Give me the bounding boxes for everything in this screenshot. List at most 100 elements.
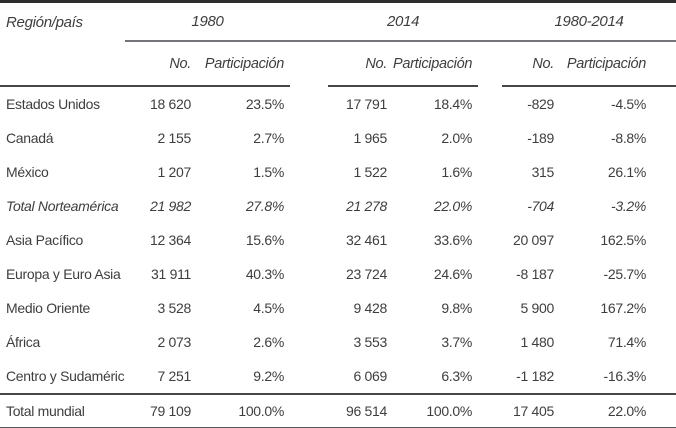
table-row-subtotal: Total Norteamérica 21 982 27.8% 21 278 2…	[0, 189, 676, 223]
value-cell: 1 207	[157, 164, 191, 180]
value-cell: 1 965	[353, 130, 388, 146]
subheader-share-1980-2014: Participación	[560, 41, 676, 87]
value-cell: 18 620	[149, 96, 191, 112]
column-gap	[290, 121, 328, 155]
column-gap	[478, 155, 502, 189]
value-cell: 26.1%	[607, 164, 647, 180]
value-cell: 1 522	[353, 164, 388, 180]
table-row: Asia Pacífico 12 364 15.6% 32 461 33.6% …	[0, 223, 676, 257]
region-cell: Total mundial	[0, 393, 125, 428]
value-cell: 315	[531, 164, 555, 180]
year-header-1980: 1980	[125, 1, 291, 42]
column-gap	[478, 41, 502, 86]
column-gap	[290, 223, 328, 257]
value-cell: 31 911	[151, 266, 191, 282]
value-cell: -829	[527, 96, 555, 112]
value-cell: 32 461	[345, 232, 388, 248]
region-cell: Europa y Euro Asia	[6, 266, 121, 282]
region-cell: Canadá	[6, 130, 54, 146]
value-cell: -8.8%	[610, 130, 647, 146]
table-row: África 2 073 2.6% 3 553 3.7% 1 480 71.4%	[0, 325, 676, 359]
value-cell: 33.6%	[433, 232, 473, 248]
region-cell: Centro y Sudamérica	[6, 368, 125, 384]
value-cell: 17 791	[345, 96, 388, 112]
value-cell: 6.3%	[441, 368, 473, 384]
value-cell: 7 251	[157, 368, 191, 384]
value-cell: 4.5%	[253, 300, 285, 316]
value-cell: 12 364	[149, 232, 191, 248]
year-header-2014: 2014	[328, 1, 479, 42]
column-gap	[290, 291, 328, 325]
value-cell: 5 900	[520, 300, 555, 316]
value-cell: -189	[527, 130, 555, 146]
table-row: Centro y Sudamérica 7 251 9.2% 6 069 6.3…	[0, 359, 676, 394]
table-row: Canadá 2 155 2.7% 1 965 2.0% -189 -8.8%	[0, 121, 676, 155]
column-gap	[290, 257, 328, 291]
value-cell: 2.0%	[441, 130, 473, 146]
value-cell: 3 553	[353, 334, 388, 350]
table-row: Medio Oriente 3 528 4.5% 9 428 9.8% 5 90…	[0, 291, 676, 325]
value-cell: 162.5%	[600, 232, 647, 248]
value-cell: 9.8%	[441, 300, 473, 316]
value-cell: -3.2%	[610, 198, 647, 214]
value-cell: 100.0%	[393, 393, 479, 428]
value-cell: 21 982	[149, 198, 191, 214]
value-cell: 167.2%	[600, 300, 647, 316]
value-cell: 21 278	[345, 198, 388, 214]
value-cell: 18.4%	[433, 96, 473, 112]
column-gap	[478, 121, 502, 155]
value-cell: 9.2%	[253, 368, 285, 384]
value-cell: 6 069	[353, 368, 388, 384]
table-header-year-row: Región/país 1980 2014 1980-2014	[0, 1, 676, 87]
column-gap	[478, 1, 503, 42]
region-cell: Estados Unidos	[6, 96, 100, 112]
table-row-grand-total: Total mundial 79 109 100.0% 96 514 100.0…	[0, 393, 676, 428]
subheader-no-2014: No.	[328, 41, 394, 87]
column-gap	[290, 189, 328, 223]
value-cell: 1.5%	[253, 164, 285, 180]
column-gap	[478, 86, 502, 121]
column-gap	[290, 359, 328, 394]
value-cell: 3 528	[157, 300, 191, 316]
value-cell: 22.0%	[560, 393, 676, 428]
table-row: México 1 207 1.5% 1 522 1.6% 315 26.1%	[0, 155, 676, 189]
value-cell: 2 073	[157, 334, 191, 350]
value-cell: -8 187	[516, 266, 555, 282]
value-cell: 100.0%	[197, 393, 291, 428]
region-cell: Medio Oriente	[6, 300, 91, 316]
value-cell: 9 428	[353, 300, 388, 316]
value-cell: 24.6%	[433, 266, 473, 282]
column-gap	[478, 393, 503, 428]
region-cell: África	[6, 334, 40, 350]
value-cell: 40.3%	[245, 266, 285, 282]
value-cell: -1 182	[516, 368, 555, 384]
value-cell: 15.6%	[245, 232, 285, 248]
value-cell: 71.4%	[607, 334, 647, 350]
value-cell: 1 480	[520, 334, 555, 350]
subheader-share-1980: Participación	[197, 41, 291, 87]
region-cell: Asia Pacífico	[6, 232, 84, 248]
table-row: Europa y Euro Asia 31 911 40.3% 23 724 2…	[0, 257, 676, 291]
subheader-no-1980: No.	[125, 41, 197, 87]
value-cell: 2.6%	[253, 334, 285, 350]
value-cell: -704	[527, 198, 555, 214]
year-header-1980-2014: 1980-2014	[502, 1, 676, 42]
value-cell: 23.5%	[245, 96, 285, 112]
subheader-share-2014: Participación	[393, 41, 479, 87]
value-cell: 79 109	[125, 393, 197, 428]
value-cell: 22.0%	[433, 198, 473, 214]
value-cell: 23 724	[345, 266, 388, 282]
value-cell: -25.7%	[603, 266, 647, 282]
subheader-no-1980-2014: No.	[502, 41, 561, 87]
column-gap	[478, 223, 502, 257]
value-cell: 2 155	[157, 130, 191, 146]
column-gap	[290, 1, 329, 42]
column-gap	[478, 189, 502, 223]
value-cell: 96 514	[328, 393, 394, 428]
region-column-header: Región/país	[0, 1, 125, 87]
value-cell: 20 097	[513, 232, 555, 248]
column-gap	[290, 393, 329, 428]
column-gap	[290, 41, 328, 86]
